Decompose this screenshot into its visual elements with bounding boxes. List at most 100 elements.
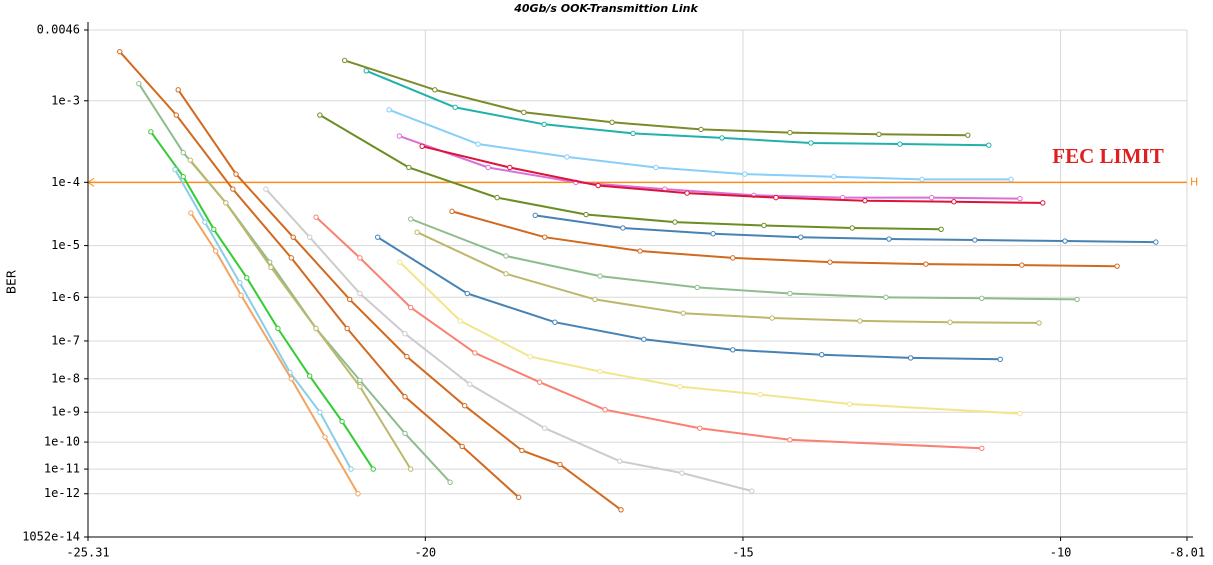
data-point xyxy=(136,80,142,87)
y-axis-label: BER xyxy=(5,270,19,294)
data-point xyxy=(317,112,323,118)
data-point xyxy=(211,226,217,233)
data-point xyxy=(710,231,716,237)
data-point xyxy=(542,425,548,431)
data-point xyxy=(307,234,313,240)
data-point xyxy=(202,219,208,225)
data-point xyxy=(672,219,678,225)
data-point xyxy=(787,129,793,136)
data-point xyxy=(923,261,929,267)
data-point xyxy=(617,458,623,464)
series-line xyxy=(150,131,375,470)
data-point xyxy=(180,149,186,156)
series-line xyxy=(399,261,1020,415)
data-point xyxy=(597,368,603,375)
data-point xyxy=(148,129,154,135)
data-point xyxy=(653,164,659,171)
data-point xyxy=(370,466,376,472)
data-point xyxy=(233,171,239,177)
series-line xyxy=(388,108,1011,181)
series-line xyxy=(398,135,1020,200)
data-point xyxy=(1019,262,1025,268)
x-tick-label: -20 xyxy=(414,546,436,560)
data-point xyxy=(230,186,236,192)
data-point xyxy=(997,356,1003,363)
data-point xyxy=(541,121,547,127)
data-point xyxy=(808,140,814,146)
fec-limit-label: FEC LIMIT xyxy=(1052,144,1163,168)
data-point xyxy=(742,171,748,177)
data-point xyxy=(175,87,181,93)
chart-title: 40Gb/s OOK-Transmittion Link xyxy=(513,2,698,15)
data-point xyxy=(408,304,414,311)
data-point xyxy=(730,347,736,353)
data-point xyxy=(288,376,294,382)
data-point xyxy=(275,325,281,332)
data-point xyxy=(749,488,755,494)
data-point xyxy=(883,294,889,300)
data-point xyxy=(237,279,243,286)
series-line xyxy=(451,210,1118,268)
grid xyxy=(87,29,1188,538)
data-point xyxy=(519,447,525,454)
data-point xyxy=(268,264,274,270)
data-point xyxy=(1008,176,1014,183)
data-point xyxy=(527,353,533,360)
data-point xyxy=(357,383,363,390)
data-point xyxy=(357,290,363,297)
data-point xyxy=(288,255,294,261)
data-point xyxy=(846,401,853,407)
data-point xyxy=(1062,238,1068,244)
data-point xyxy=(404,353,410,360)
data-point xyxy=(583,211,589,218)
data-point xyxy=(876,131,882,138)
data-point xyxy=(374,234,381,240)
series-line xyxy=(535,214,1156,244)
data-point xyxy=(1114,263,1120,269)
plot-area xyxy=(87,48,1187,513)
data-point xyxy=(609,119,615,125)
data-point xyxy=(761,222,767,229)
data-point xyxy=(1153,239,1159,245)
data-point xyxy=(849,225,855,231)
data-point xyxy=(472,350,478,356)
data-point xyxy=(494,194,500,201)
data-point xyxy=(507,164,513,171)
data-point xyxy=(263,186,269,192)
series-line xyxy=(377,236,1001,361)
data-point xyxy=(462,402,468,409)
data-point xyxy=(408,466,414,472)
data-point xyxy=(408,216,414,222)
data-point xyxy=(698,126,704,133)
data-point xyxy=(406,164,412,171)
data-point xyxy=(173,112,180,118)
series-line xyxy=(421,145,1043,204)
data-point xyxy=(680,310,686,316)
data-point xyxy=(503,271,509,277)
data-point xyxy=(117,48,123,55)
x-tick-label: -15 xyxy=(732,546,754,560)
data-point xyxy=(402,394,408,400)
data-point xyxy=(290,234,296,240)
data-point xyxy=(719,135,725,141)
data-point xyxy=(449,208,455,215)
data-point xyxy=(630,130,636,137)
data-point xyxy=(979,295,985,302)
data-point xyxy=(188,210,194,216)
y-tick-label: 1e-3 xyxy=(51,93,80,107)
data-point xyxy=(552,319,558,325)
series-line xyxy=(189,159,412,470)
data-point xyxy=(1017,195,1023,202)
data-point xyxy=(928,194,935,201)
data-point xyxy=(485,164,491,171)
data-point xyxy=(637,248,643,254)
y-tick-label: 1e-10 xyxy=(44,435,80,449)
data-point xyxy=(979,445,985,451)
y-tick-label: 1e-6 xyxy=(51,290,80,304)
data-point xyxy=(897,141,903,147)
data-point xyxy=(402,430,408,437)
data-point xyxy=(313,214,319,220)
data-point xyxy=(907,355,914,361)
data-point xyxy=(386,107,392,113)
data-point xyxy=(339,418,345,425)
